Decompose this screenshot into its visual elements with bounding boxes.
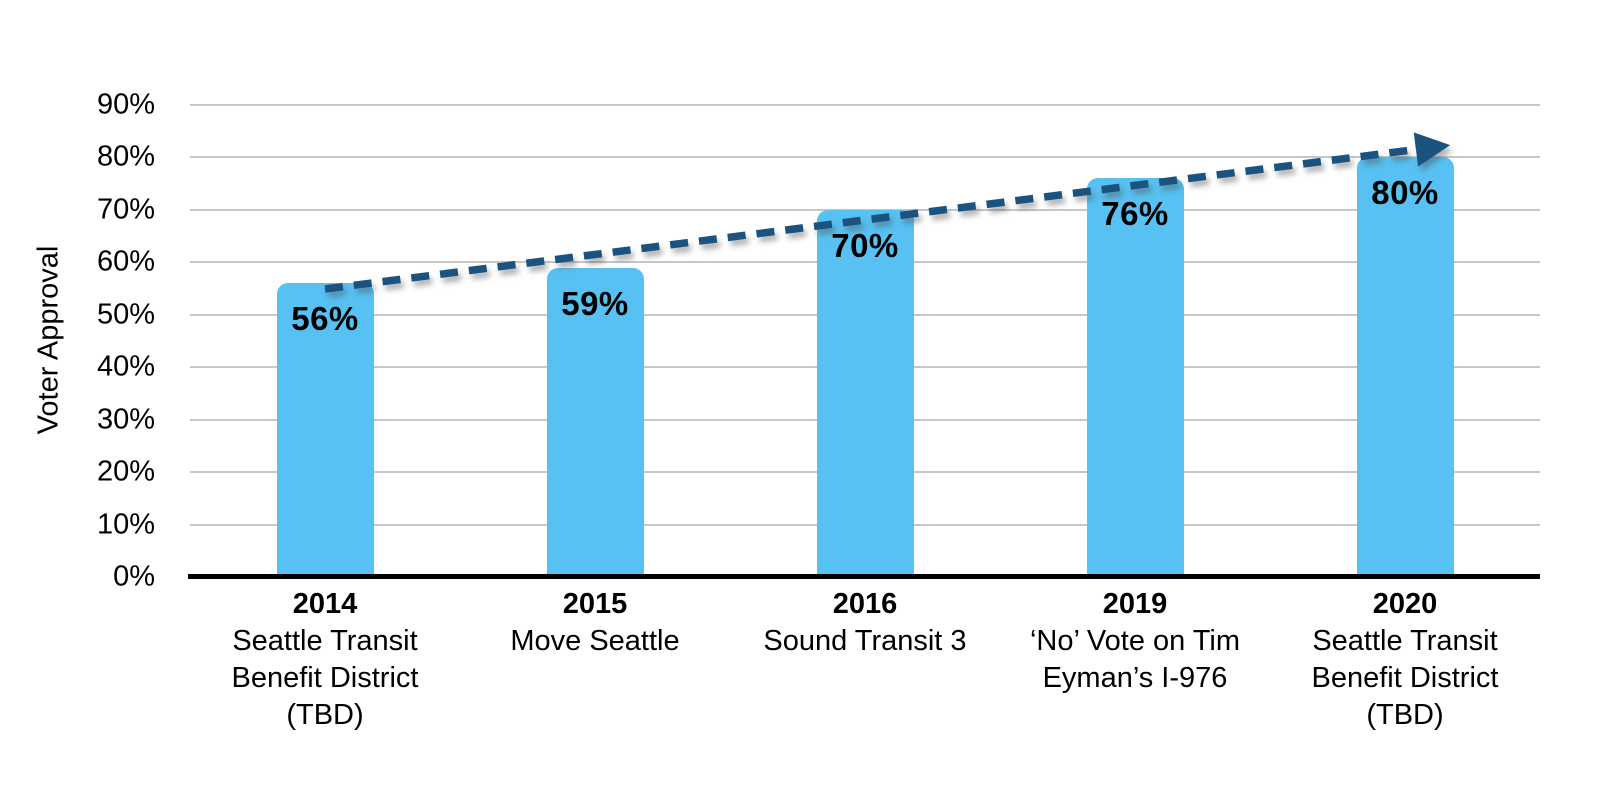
x-category-year: 2020 xyxy=(1372,588,1438,620)
x-category-year: 2019 xyxy=(1102,588,1168,620)
gridline xyxy=(190,104,1540,106)
bar-2016: 70% xyxy=(816,209,914,577)
y-tick-label: 40% xyxy=(96,350,155,383)
x-category-year: 2015 xyxy=(562,588,628,620)
y-tick-label: 50% xyxy=(96,298,155,331)
x-category-label-2016: 2016 Sound Transit 3 xyxy=(730,586,1000,734)
x-category-year: 2014 xyxy=(292,588,358,620)
x-category-name-line: Seattle Transit xyxy=(232,625,418,657)
y-tick-label: 80% xyxy=(96,140,155,173)
y-tick-label: 20% xyxy=(96,455,155,488)
x-axis-line xyxy=(188,574,1540,579)
x-category-label-2015: 2015 Move Seattle xyxy=(460,586,730,734)
x-category-label-2019: 2019 ‘No’ Vote on Tim Eyman’s I-976 xyxy=(1000,586,1270,734)
x-category-name-line: Seattle Transit xyxy=(1312,625,1498,657)
plot-area: 56% 59% 70% 76% 80% xyxy=(190,104,1540,577)
y-tick-label: 0% xyxy=(113,560,155,593)
x-category-name-line: Benefit District xyxy=(1311,662,1499,694)
bar-2019: 76% xyxy=(1086,178,1184,577)
x-category-label-2020: 2020 Seattle Transit Benefit District (TBD) xyxy=(1270,586,1540,734)
x-category-year: 2016 xyxy=(832,588,898,620)
bar-value-label: 80% xyxy=(1371,174,1439,212)
x-category-name-line: ‘No’ Vote on Tim xyxy=(1029,625,1241,657)
bar-2020: 80% xyxy=(1356,157,1454,577)
bar-2015: 59% xyxy=(546,267,644,577)
x-category-name-line: Eyman’s I-976 xyxy=(1042,662,1228,694)
bar-value-label: 59% xyxy=(561,284,629,322)
x-category-name-line: Benefit District xyxy=(231,662,419,694)
x-category-name-line: (TBD) xyxy=(1366,699,1444,731)
y-tick-label: 70% xyxy=(96,193,155,226)
bar-2014: 56% xyxy=(276,283,374,577)
y-tick-label: 10% xyxy=(96,508,155,541)
bar-value-label: 76% xyxy=(1101,195,1169,233)
x-category-name-line: (TBD) xyxy=(286,699,364,731)
x-category-name-line: Sound Transit 3 xyxy=(763,625,967,657)
y-tick-label: 90% xyxy=(96,88,155,121)
gridline xyxy=(190,156,1540,159)
x-axis-category-labels: 2014 Seattle Transit Benefit District (TBD)… xyxy=(190,586,1540,734)
bar-value-label: 70% xyxy=(831,226,899,264)
y-tick-label: 60% xyxy=(96,245,155,278)
bar-value-label: 56% xyxy=(291,300,359,338)
y-axis-tick-labels: 0% 10% 20% 30% 40% 50% 60% 70% 80% 90% xyxy=(0,89,155,593)
x-category-label-2014: 2014 Seattle Transit Benefit District (TBD) xyxy=(190,586,460,734)
x-category-name-line: Move Seattle xyxy=(510,625,680,657)
y-tick-label: 30% xyxy=(96,403,155,436)
